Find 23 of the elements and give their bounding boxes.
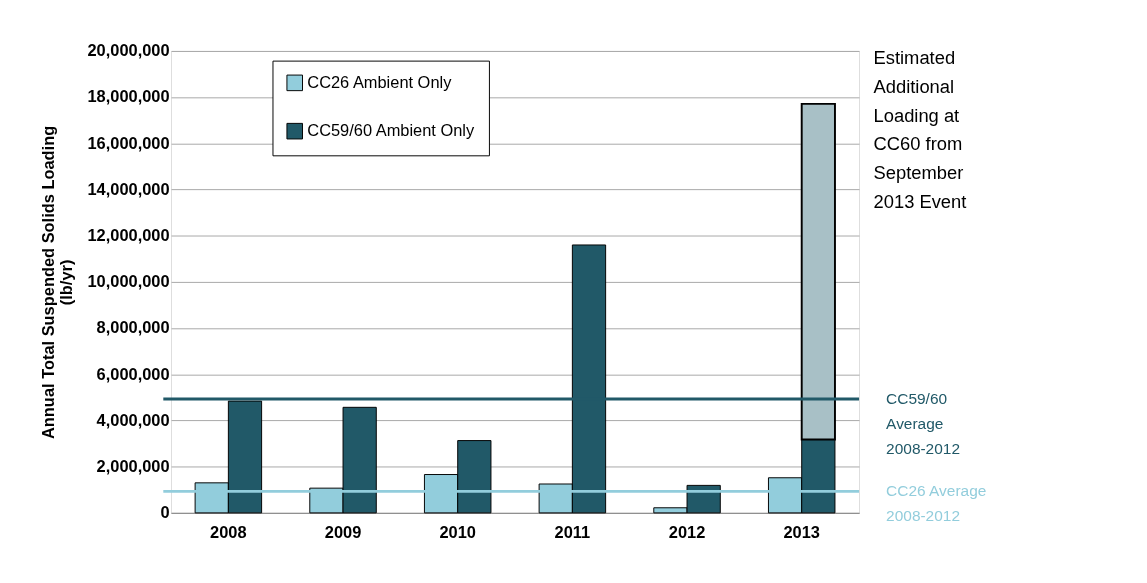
x-tick-label: 2008 (210, 522, 247, 541)
y-tick-label: 8,000,000 (96, 318, 170, 337)
y-tick-label: 4,000,000 (96, 410, 170, 429)
text: Estimated Additional Loading at CC60 from September 2013 Event (873, 46, 967, 213)
x-tick-label: 2011 (554, 522, 591, 541)
ref-line-label: CC26 Average 2008-2012 (886, 482, 987, 525)
y-tick-label: 18,000,000 (87, 87, 170, 106)
legend-label: CC59/60 Ambient Only (307, 121, 475, 139)
x-tick-label: 2009 (324, 522, 362, 541)
legend-label: CC26 Ambient Only (307, 72, 453, 91)
y-axis-title: Annual Total Suspended Solids Loading (lb/yr) (38, 125, 75, 440)
x-tick-label: 2012 (668, 522, 706, 541)
y-tick-label: 20,000,000 (87, 41, 170, 60)
y-tick-label: 16,000,000 (87, 133, 170, 152)
x-tick-label: 2013 (783, 522, 820, 541)
y-tick-label: 12,000,000 (87, 226, 170, 245)
y-tick-label: 6,000,000 (96, 364, 170, 383)
ref-line-label: CC59/60 Average 2008-2012 (886, 389, 960, 458)
y-tick-label: 2,000,000 (96, 456, 170, 475)
y-tick-label: 10,000,000 (87, 272, 170, 291)
y-tick-label: 14,000,000 (87, 179, 170, 198)
y-tick-label: 0 (160, 503, 170, 522)
x-tick-label: 2010 (439, 522, 476, 541)
